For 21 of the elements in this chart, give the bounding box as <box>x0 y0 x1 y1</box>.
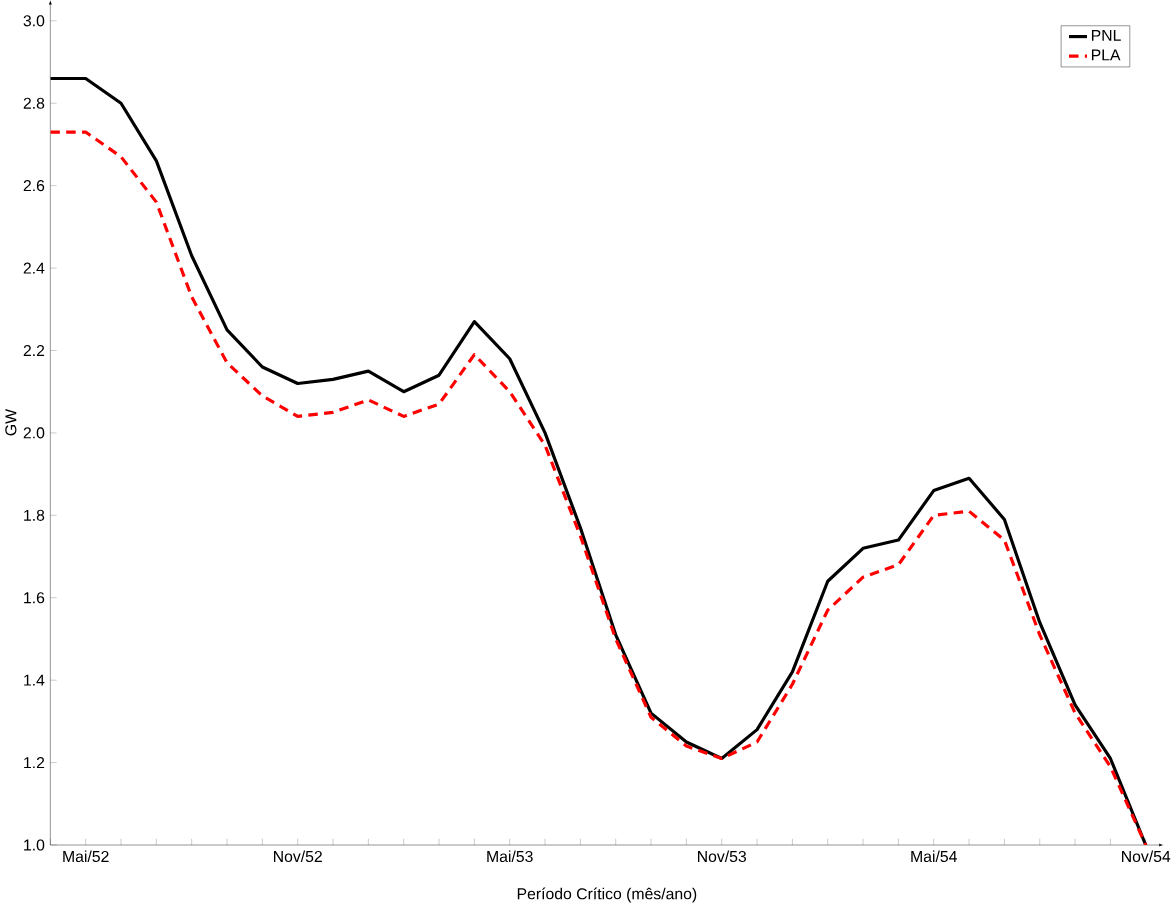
y-tick-label: 2.4 <box>23 262 45 274</box>
x-tick-label: Mai/54 <box>911 850 957 863</box>
y-tick-label: 2.8 <box>23 97 45 109</box>
y-axis-title: GW <box>5 409 17 436</box>
x-tick-label: Mai/52 <box>63 850 109 863</box>
y-tick-label: 1.6 <box>24 592 45 604</box>
y-tick-label: 3.0 <box>23 15 45 27</box>
x-tick-label: Nov/53 <box>698 850 747 863</box>
legend-label: PNL <box>1091 30 1121 41</box>
x-axis-title: Período Crítico (mês/ano) <box>517 887 697 903</box>
y-tick-label: 1.2 <box>24 757 45 769</box>
y-tick-label: 2.0 <box>23 427 45 439</box>
y-tick-label: 1.4 <box>24 674 45 686</box>
y-tick-label: 2.2 <box>23 345 45 357</box>
x-tick-label: Nov/54 <box>1122 850 1171 863</box>
x-tick-label: Mai/53 <box>487 850 533 863</box>
legend-label: PLA <box>1091 49 1121 61</box>
y-tick-label: 2.6 <box>23 180 45 192</box>
y-tick-label: 1.8 <box>24 509 45 522</box>
x-tick-label: Nov/52 <box>273 850 322 863</box>
y-tick-label: 1.0 <box>24 839 45 851</box>
